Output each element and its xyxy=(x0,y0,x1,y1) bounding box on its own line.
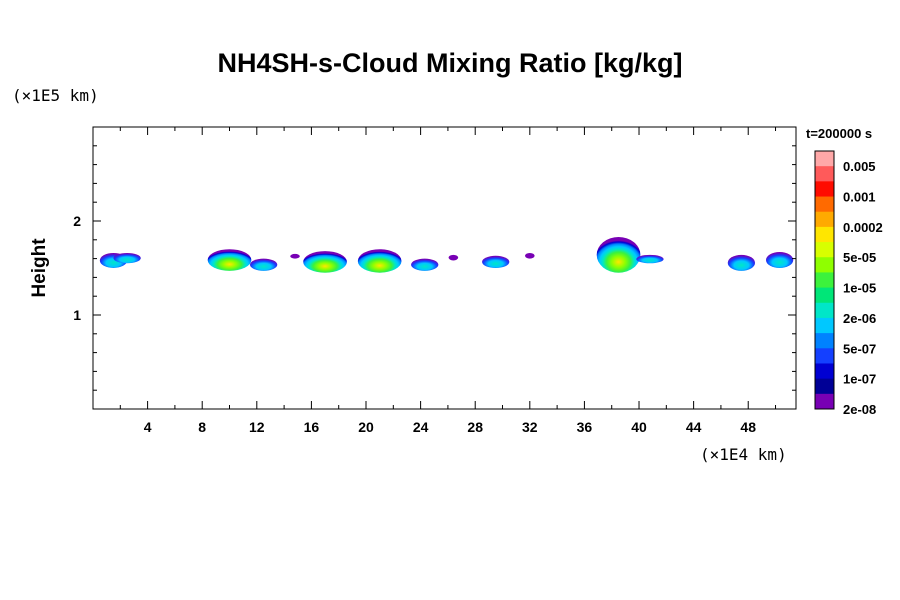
colorbar-swatch xyxy=(815,196,834,213)
cloud-11 xyxy=(596,236,641,273)
colorbar-swatch xyxy=(815,211,834,228)
colorbar-swatch xyxy=(815,166,834,182)
colorbar-label: 0.005 xyxy=(843,159,876,174)
x-axis-unit: (×1E4 km) xyxy=(700,445,787,464)
colorbar-swatch xyxy=(815,257,834,273)
colorbar-label: 1e-07 xyxy=(843,372,876,387)
colorbar-label: 0.0002 xyxy=(843,220,883,235)
colorbar-swatch xyxy=(815,226,834,243)
x-tick-label: 36 xyxy=(577,419,593,435)
colorbar-swatch xyxy=(815,242,834,258)
cloud-5 xyxy=(303,251,347,273)
colorbar-label: 2e-08 xyxy=(843,402,876,417)
x-tick-label: 28 xyxy=(467,419,483,435)
colorbar-frame xyxy=(814,150,835,410)
colorbar-swatch xyxy=(815,378,834,395)
colorbar-swatch xyxy=(815,363,834,380)
x-tick-label: 24 xyxy=(413,419,429,435)
cloud-7 xyxy=(411,258,439,271)
colorbar-swatch xyxy=(815,151,834,167)
y-tick-label: 1 xyxy=(73,307,81,323)
plot-area xyxy=(92,126,797,410)
y-axis-unit: (×1E5 km) xyxy=(12,86,99,105)
y-tick-label: 2 xyxy=(73,213,81,229)
x-tick-label: 32 xyxy=(522,419,538,435)
colorbar-swatch xyxy=(815,348,834,364)
x-tick-label: 12 xyxy=(249,419,265,435)
clouds-layer xyxy=(99,236,794,273)
colorbar-label: 5e-05 xyxy=(843,250,876,265)
x-tick-label: 8 xyxy=(198,419,206,435)
colorbar-swatch xyxy=(815,181,834,198)
colorbar-swatch xyxy=(815,333,834,349)
x-tick-label: 44 xyxy=(686,419,702,435)
cloud-8 xyxy=(448,254,459,261)
cloud-12 xyxy=(636,254,664,264)
cloud-2 xyxy=(207,249,252,271)
cloud-1 xyxy=(113,252,141,264)
x-tick-label: 16 xyxy=(304,419,320,435)
chart-title: NH4SH-s-Cloud Mixing Ratio [kg/kg] xyxy=(217,48,683,78)
cloud-14 xyxy=(765,252,794,268)
colorbar-swatch xyxy=(815,287,834,304)
cloud-9 xyxy=(482,255,510,268)
x-tick-label: 48 xyxy=(740,419,756,435)
colorbar-swatch xyxy=(815,272,834,289)
x-tick-label: 20 xyxy=(358,419,374,435)
colorbar-label: 5e-07 xyxy=(843,341,876,356)
colorbar: 0.005 0.001 0.0002 5e-05 1e-05 2e-06 5e-07 1e-0… xyxy=(814,150,883,417)
cloud-10 xyxy=(525,252,535,259)
x-tick-label: 4 xyxy=(144,419,152,435)
cloud-4 xyxy=(290,253,300,259)
colorbar-label: 0.001 xyxy=(843,190,876,205)
cloud-13 xyxy=(727,254,756,271)
colorbar-label: 1e-05 xyxy=(843,281,876,296)
time-label: t=200000 s xyxy=(806,126,873,141)
x-tick-label: 40 xyxy=(631,419,647,435)
cloud-6 xyxy=(357,249,402,273)
cloud-3 xyxy=(249,258,278,271)
plot-frame xyxy=(92,126,797,410)
colorbar-swatch xyxy=(815,302,834,319)
colorbar-label: 2e-06 xyxy=(843,311,876,326)
colorbar-swatch xyxy=(815,317,834,334)
colorbar-swatch xyxy=(815,393,834,410)
